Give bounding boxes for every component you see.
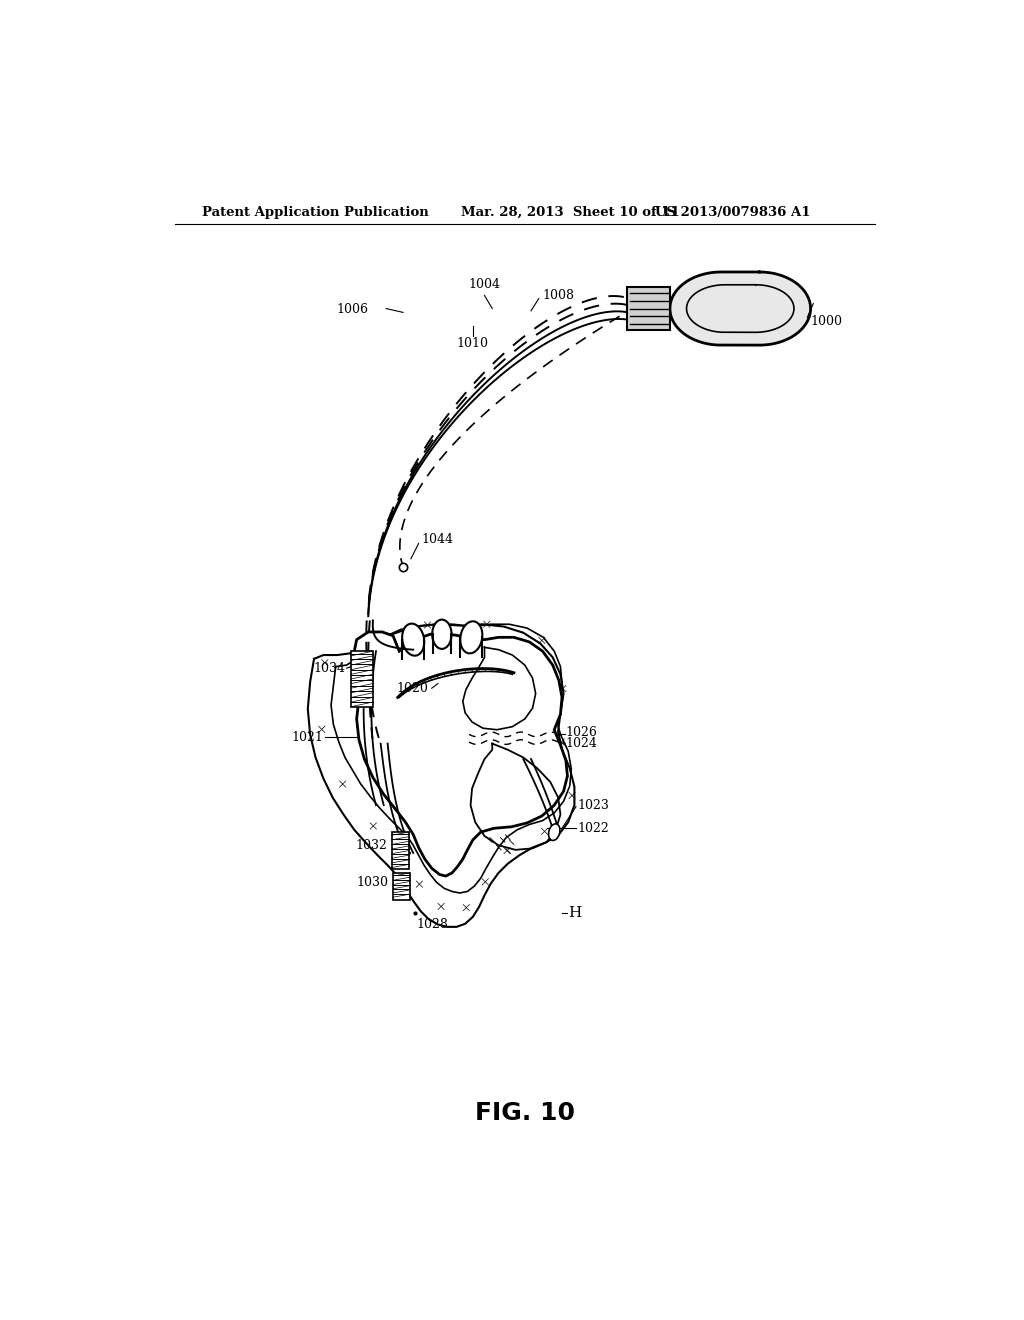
Ellipse shape (402, 623, 424, 656)
Text: 1008: 1008 (543, 289, 574, 302)
FancyBboxPatch shape (391, 832, 409, 869)
Text: Patent Application Publication: Patent Application Publication (202, 206, 428, 219)
FancyBboxPatch shape (393, 873, 410, 900)
Text: 1023: 1023 (578, 799, 609, 812)
Text: 1026: 1026 (566, 726, 598, 739)
Text: 1022: 1022 (578, 822, 609, 834)
Text: H: H (568, 906, 582, 920)
Text: FIG. 10: FIG. 10 (475, 1101, 574, 1125)
Text: 1010: 1010 (457, 337, 488, 350)
Text: 1024: 1024 (566, 737, 598, 750)
Text: 1030: 1030 (356, 875, 388, 888)
Text: 1021: 1021 (292, 731, 324, 744)
Ellipse shape (460, 622, 482, 653)
Text: 1000: 1000 (810, 315, 842, 329)
Text: 1032: 1032 (355, 838, 387, 851)
FancyBboxPatch shape (351, 651, 373, 706)
Text: 1004: 1004 (469, 277, 501, 290)
Polygon shape (354, 632, 567, 876)
Text: 1028: 1028 (417, 917, 449, 931)
Text: 1044: 1044 (421, 533, 453, 546)
Text: 1034: 1034 (313, 661, 345, 675)
Ellipse shape (549, 824, 560, 841)
Text: 1020: 1020 (397, 681, 429, 694)
Polygon shape (670, 272, 811, 345)
Ellipse shape (432, 619, 452, 649)
FancyBboxPatch shape (628, 286, 670, 330)
Text: 1006: 1006 (336, 302, 369, 315)
Text: Mar. 28, 2013  Sheet 10 of 11: Mar. 28, 2013 Sheet 10 of 11 (461, 206, 680, 219)
Text: US 2013/0079836 A1: US 2013/0079836 A1 (655, 206, 811, 219)
